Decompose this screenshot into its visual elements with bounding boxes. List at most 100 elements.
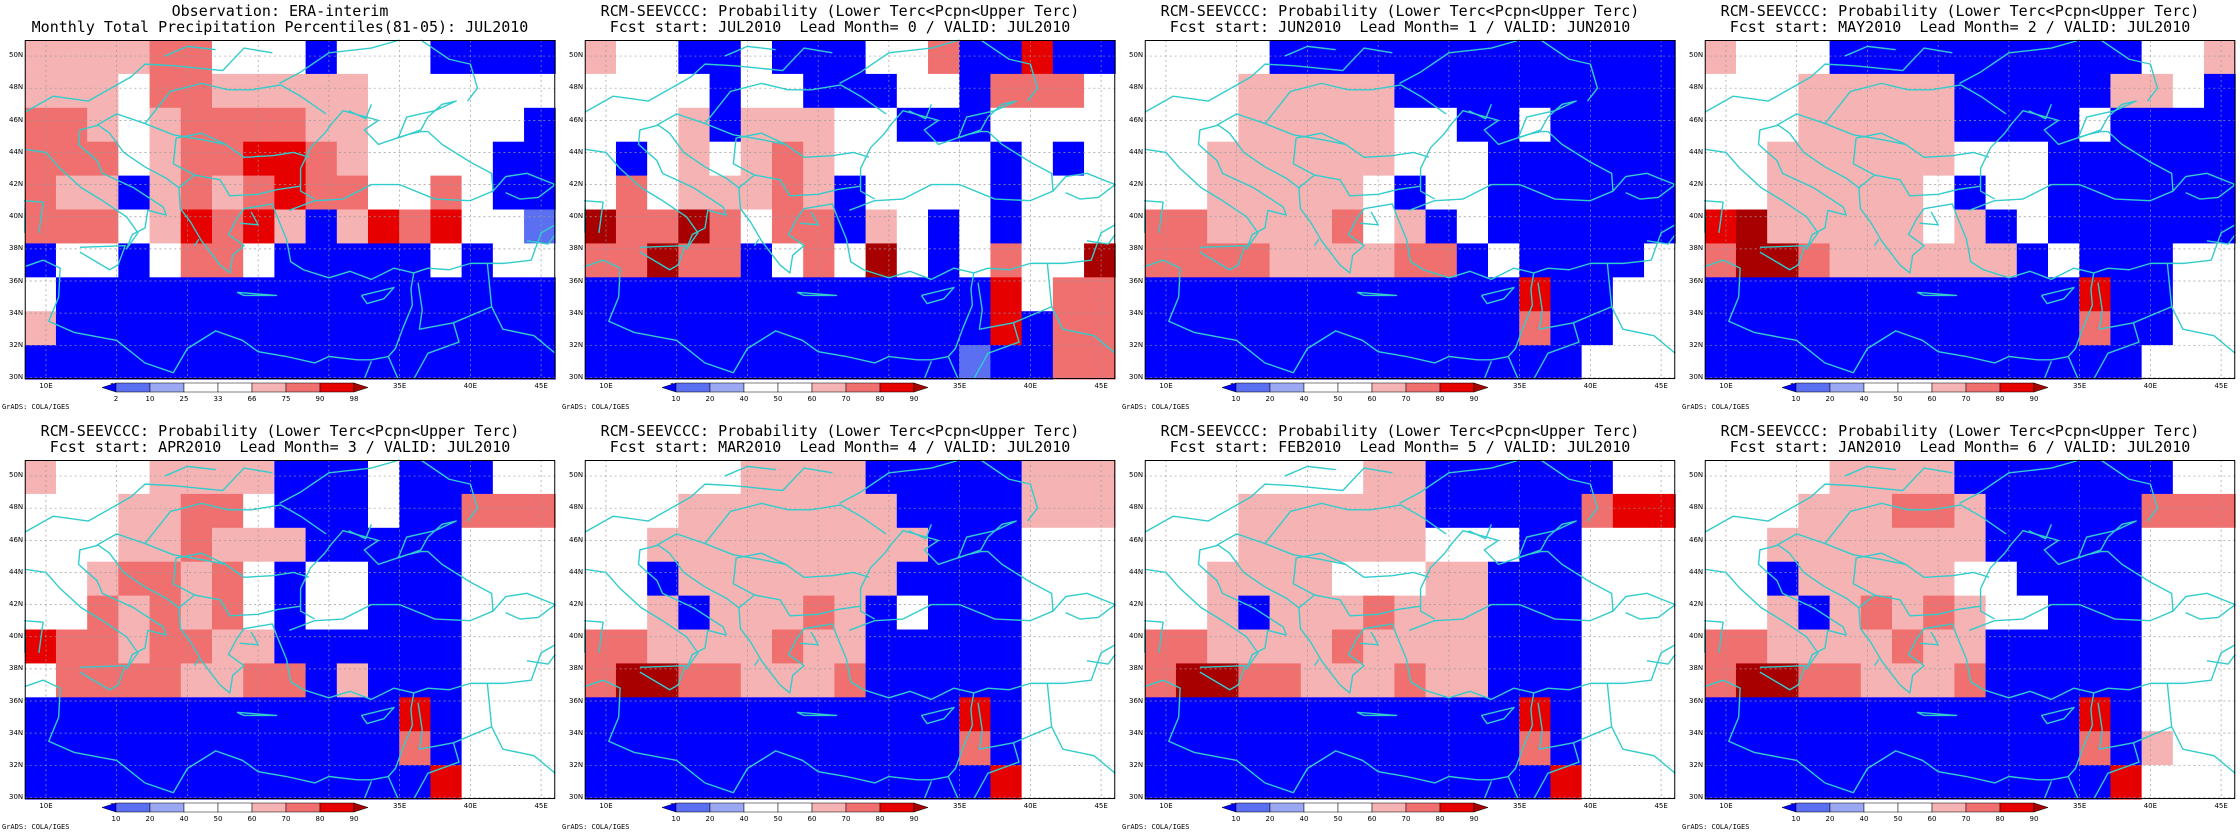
grads-credit: GrADS: COLA/IGES bbox=[2, 823, 70, 831]
lat-tick-label: 32N bbox=[9, 341, 24, 350]
grid-cell bbox=[1300, 277, 1333, 312]
grid-cell bbox=[243, 765, 275, 800]
grid-cell bbox=[896, 175, 929, 211]
grid-cell bbox=[1891, 345, 1924, 380]
grid-cell bbox=[1144, 209, 1177, 244]
grid-cell bbox=[368, 175, 400, 211]
grid-cell bbox=[55, 209, 88, 244]
grid-cell bbox=[1175, 141, 1208, 177]
grid-cell bbox=[647, 663, 679, 698]
grid-cell bbox=[2141, 493, 2174, 529]
grid-cell bbox=[1300, 697, 1333, 732]
grid-cell bbox=[336, 493, 369, 529]
grid-cell bbox=[1331, 561, 1364, 597]
grid-cell bbox=[771, 345, 804, 380]
coastline bbox=[1507, 776, 1519, 800]
grid-cell bbox=[461, 141, 494, 177]
coastline bbox=[920, 286, 955, 305]
grid-cell bbox=[1238, 107, 1271, 143]
grid-cell bbox=[2016, 765, 2049, 800]
precip-map: 10E15E20E25E30E35E40E45E bbox=[24, 459, 556, 810]
grid-cell bbox=[1331, 73, 1364, 109]
colorbar-label: 70 bbox=[842, 815, 851, 823]
grid-cell bbox=[771, 311, 804, 346]
grid-cell bbox=[1144, 527, 1177, 563]
grid-cell bbox=[1269, 107, 1302, 143]
grid-cell bbox=[647, 527, 679, 563]
grid-cell bbox=[1829, 277, 1862, 312]
lat-tick-label: 46N bbox=[569, 115, 584, 124]
grid-cell bbox=[1331, 731, 1364, 766]
coastline bbox=[1873, 658, 1880, 667]
grid-cell bbox=[399, 73, 431, 109]
grid-cell bbox=[24, 209, 57, 244]
grid-cell bbox=[1798, 731, 1831, 766]
grid-cell bbox=[336, 561, 369, 597]
colorbar-label: 98 bbox=[350, 395, 359, 403]
grid-cell bbox=[149, 561, 182, 597]
grid-cell bbox=[2110, 107, 2143, 143]
grid-cell bbox=[2048, 277, 2080, 312]
coastline bbox=[24, 619, 44, 653]
colorbar-label: 70 bbox=[1962, 395, 1971, 403]
grid-cell bbox=[740, 595, 773, 631]
grid-cell bbox=[1052, 73, 1085, 109]
grid-cell bbox=[243, 107, 275, 143]
colorbar-label: 60 bbox=[1928, 395, 1937, 403]
lat-tick-label: 42N bbox=[9, 600, 24, 609]
coastline bbox=[639, 245, 686, 271]
grid-cell bbox=[368, 697, 400, 732]
grid-cell bbox=[87, 459, 119, 495]
grid-cell bbox=[1644, 277, 1676, 312]
grid-cell bbox=[1084, 459, 1116, 495]
grid-cell bbox=[1052, 459, 1085, 495]
grid-cell bbox=[399, 595, 431, 631]
grid-cell bbox=[399, 141, 431, 177]
coastline bbox=[2100, 459, 2159, 522]
lat-tick-label: 36N bbox=[569, 696, 584, 705]
grid-cell bbox=[928, 107, 960, 143]
coastline bbox=[1468, 524, 1493, 540]
coastline bbox=[2028, 104, 2053, 120]
grid-cell bbox=[615, 765, 648, 800]
grid-cell bbox=[1644, 493, 1676, 529]
grid-cell bbox=[1488, 107, 1520, 143]
grid-cell bbox=[1612, 311, 1645, 346]
grid-cell bbox=[1052, 493, 1085, 529]
grid-cell bbox=[1052, 209, 1085, 244]
grid-cell bbox=[709, 73, 742, 109]
colorbar-swatch bbox=[743, 382, 779, 393]
colorbar-arrow bbox=[2033, 802, 2049, 813]
coastline bbox=[1776, 533, 1990, 578]
grid-cell bbox=[1704, 629, 1737, 664]
coastline bbox=[2093, 282, 2140, 380]
colorbar-swatch bbox=[1863, 382, 1899, 393]
grid-cell bbox=[1612, 73, 1645, 109]
grid-cell bbox=[1767, 697, 1799, 732]
coastline bbox=[1483, 781, 1493, 800]
grid-cell bbox=[87, 765, 119, 800]
colorbar-swatch bbox=[1897, 382, 1933, 393]
grid-cell bbox=[959, 39, 991, 75]
grid-cell bbox=[149, 175, 182, 211]
grid-cell bbox=[1735, 345, 1768, 380]
grid-cell bbox=[274, 765, 307, 800]
grid-cell bbox=[1207, 765, 1239, 800]
colorbar-swatch bbox=[251, 382, 287, 393]
coastline bbox=[1399, 459, 1520, 504]
grid-cell bbox=[1456, 141, 1489, 177]
grid-cell bbox=[2016, 39, 2049, 75]
grid-cell bbox=[834, 629, 867, 664]
grid-cell bbox=[1488, 141, 1520, 177]
grid-cell bbox=[2204, 73, 2236, 109]
grid-cell bbox=[55, 73, 88, 109]
grid-cell bbox=[1519, 629, 1551, 664]
grid-cell bbox=[990, 107, 1023, 143]
grid-cell bbox=[24, 527, 57, 563]
grid-cell bbox=[615, 459, 648, 495]
grid-cell bbox=[243, 209, 275, 244]
grid-cell bbox=[709, 493, 742, 529]
grid-cell bbox=[834, 595, 867, 631]
coastline bbox=[239, 631, 259, 646]
grid-cell bbox=[368, 39, 400, 75]
